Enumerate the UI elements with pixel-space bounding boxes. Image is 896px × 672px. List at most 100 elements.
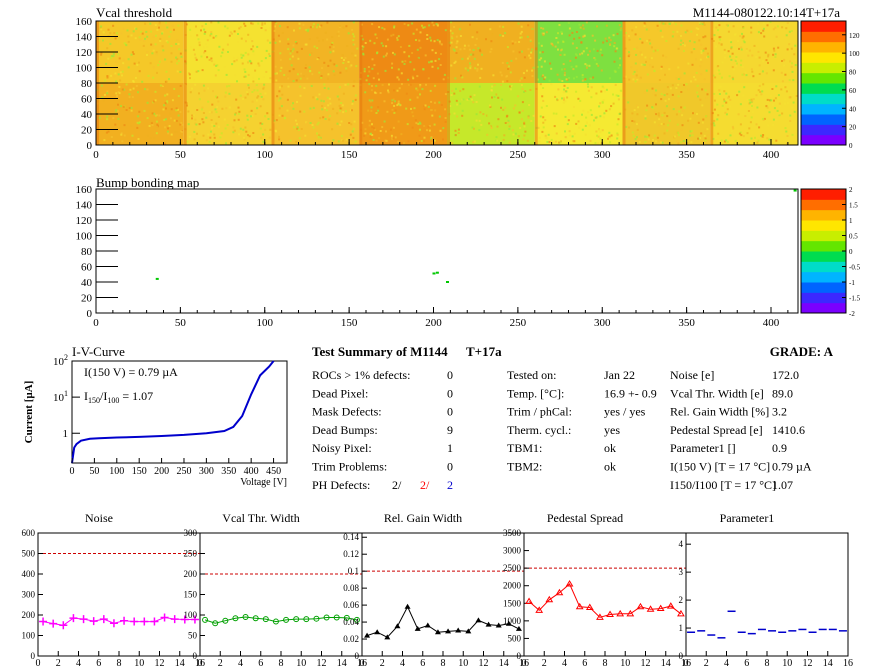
x-tick-label: 250	[510, 317, 527, 329]
pixel-speckle	[394, 109, 397, 112]
pixel-speckle	[477, 47, 480, 50]
pixel-speckle	[412, 77, 415, 80]
pixel-speckle	[696, 33, 699, 36]
pixel-speckle	[736, 94, 739, 97]
pixel-speckle	[527, 48, 530, 51]
pixel-speckle	[634, 80, 637, 83]
pixel-speckle	[275, 130, 278, 133]
pixel-speckle	[451, 89, 454, 92]
pixel-speckle	[488, 126, 491, 129]
pixel-speckle	[766, 24, 769, 27]
pixel-speckle	[221, 107, 224, 110]
pixel-speckle	[211, 123, 214, 126]
pixel-speckle	[599, 102, 602, 105]
pixel-speckle	[681, 41, 684, 44]
pixel-speckle	[476, 68, 479, 70]
pixel-speckle	[212, 36, 215, 39]
pixel-speckle	[390, 134, 393, 137]
colorbar-label: 80	[849, 69, 857, 77]
pixel-speckle	[469, 67, 472, 70]
pixel-speckle	[690, 51, 693, 54]
pixel-speckle	[127, 40, 130, 43]
pixel-speckle	[630, 117, 633, 120]
pixel-speckle	[636, 69, 638, 72]
pixel-speckle	[119, 71, 122, 74]
pixel-speckle	[393, 111, 396, 114]
pixel-speckle	[654, 49, 657, 52]
pixel-speckle	[564, 136, 567, 139]
pixel-speckle	[509, 88, 512, 91]
pixel-speckle	[122, 27, 125, 30]
pixel-speckle	[277, 99, 280, 102]
pixel-speckle	[136, 63, 139, 66]
pixel-speckle	[281, 93, 284, 96]
pixel-speckle	[521, 50, 523, 53]
pixel-speckle	[772, 47, 775, 50]
pixel-speckle	[177, 95, 180, 98]
pixel-speckle	[405, 107, 408, 110]
pixel-speckle	[152, 49, 155, 52]
pixel-speckle	[459, 35, 462, 37]
summary-value: 0	[447, 460, 453, 474]
pixel-speckle	[612, 93, 614, 96]
colorbar-band	[801, 114, 846, 125]
pixel-speckle	[584, 124, 587, 127]
pixel-speckle	[263, 86, 265, 89]
pixel-speckle	[276, 95, 279, 98]
pixel-speckle	[398, 56, 401, 59]
pixel-speckle	[308, 38, 311, 41]
pixel-speckle	[523, 122, 526, 125]
pixel-speckle	[371, 84, 373, 87]
pixel-speckle	[775, 85, 778, 88]
pixel-speckle	[657, 114, 660, 117]
pixel-speckle	[196, 132, 198, 135]
pixel-speckle	[619, 57, 622, 60]
small-y-tick-label: 150	[184, 590, 198, 600]
pixel-speckle	[431, 49, 434, 52]
pixel-speckle	[397, 100, 400, 103]
module-id-label: M1144-080122.10:14T+17a	[693, 5, 841, 20]
pixel-speckle	[418, 134, 421, 137]
pixel-speckle	[186, 23, 188, 26]
pixel-speckle	[772, 53, 775, 56]
pixel-speckle	[559, 54, 562, 56]
pixel-speckle	[243, 75, 246, 78]
pixel-speckle	[130, 53, 133, 56]
pixel-speckle	[444, 117, 447, 119]
pixel-speckle	[144, 37, 146, 40]
pixel-speckle	[384, 69, 387, 72]
summary-label: TBM1:	[507, 441, 542, 455]
pixel-speckle	[612, 34, 615, 37]
pixel-speckle	[159, 84, 162, 87]
pixel-speckle	[712, 74, 715, 77]
pixel-speckle	[147, 74, 150, 77]
colorbar-band	[801, 240, 846, 252]
pixel-speckle	[369, 41, 372, 44]
pixel-speckle	[658, 124, 661, 127]
small-plot-title: Vcal Thr. Width	[222, 511, 299, 525]
pixel-speckle	[600, 90, 603, 93]
y-tick-label: 60	[81, 262, 93, 274]
pixel-speckle	[382, 44, 385, 47]
small-x-tick-label: 16	[681, 658, 691, 669]
pixel-speckle	[306, 30, 309, 33]
summary-value: 0.9	[772, 441, 787, 455]
pixel-speckle	[316, 98, 319, 101]
pixel-speckle	[383, 100, 386, 103]
data-point	[575, 602, 584, 610]
small-x-tick-label: 14	[337, 658, 347, 669]
pixel-speckle	[562, 40, 565, 43]
pixel-speckle	[721, 61, 724, 64]
pixel-speckle	[789, 114, 792, 117]
pixel-speckle	[439, 64, 442, 66]
pixel-speckle	[255, 99, 258, 102]
pixel-speckle	[411, 22, 414, 25]
pixel-speckle	[732, 127, 735, 130]
pixel-speckle	[150, 121, 153, 124]
small-x-tick-label: 0	[360, 658, 365, 669]
pixel-speckle	[727, 50, 730, 53]
colorbar-label: 100	[849, 50, 860, 58]
x-tick-label: 50	[175, 317, 187, 329]
pixel-speckle	[393, 89, 395, 92]
pixel-speckle	[450, 94, 453, 97]
